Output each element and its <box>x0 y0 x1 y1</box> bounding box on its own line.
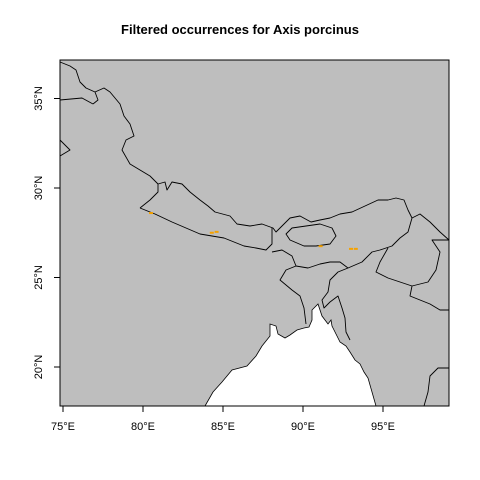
border-india-myanmar <box>347 217 413 269</box>
border-kashmir <box>94 87 159 185</box>
border-myanmar-thailand <box>423 367 449 407</box>
x-tick-label: 75°E <box>51 421 75 433</box>
x-tick-label: 90°E <box>291 421 315 433</box>
border-west-fragment <box>59 139 71 157</box>
bay-of-bengal <box>204 303 377 407</box>
border-nepal-west <box>139 184 159 209</box>
map-frame <box>59 59 450 407</box>
x-axis: 75°E 80°E 85°E 90°E 95°E <box>51 406 395 433</box>
occurrence-point <box>318 245 323 248</box>
border-myanmar-south <box>409 285 449 311</box>
x-tick-label: 95°E <box>371 421 395 433</box>
y-axis: 20°N 25°N 30°N 35°N <box>33 86 60 379</box>
borders <box>59 61 450 407</box>
border-bangladesh-west <box>271 249 307 325</box>
border-bangladesh-east <box>295 261 351 341</box>
map-title: Filtered occurrences for Axis porcinus <box>121 22 359 37</box>
y-tick-label: 35°N <box>33 86 45 111</box>
y-tick-label: 20°N <box>33 355 45 380</box>
occurrence-point <box>209 231 214 234</box>
occurrence-point <box>214 230 219 233</box>
occurrence-point <box>349 247 353 250</box>
occurrence-point <box>353 247 358 250</box>
land-area <box>60 60 449 406</box>
border-nepal-south <box>139 207 273 251</box>
occurrence-points <box>149 212 358 250</box>
occurrence-point <box>149 212 153 215</box>
map-panel <box>60 60 449 407</box>
y-tick-label: 30°N <box>33 176 45 201</box>
border-pakistan-west <box>59 97 94 105</box>
y-tick-label: 25°N <box>33 265 45 290</box>
x-tick-label: 80°E <box>131 421 155 433</box>
border-afghanistan-pakistan <box>59 61 99 105</box>
border-himalaya-north <box>157 181 450 241</box>
border-bhutan <box>285 223 337 247</box>
x-tick-label: 85°E <box>211 421 235 433</box>
